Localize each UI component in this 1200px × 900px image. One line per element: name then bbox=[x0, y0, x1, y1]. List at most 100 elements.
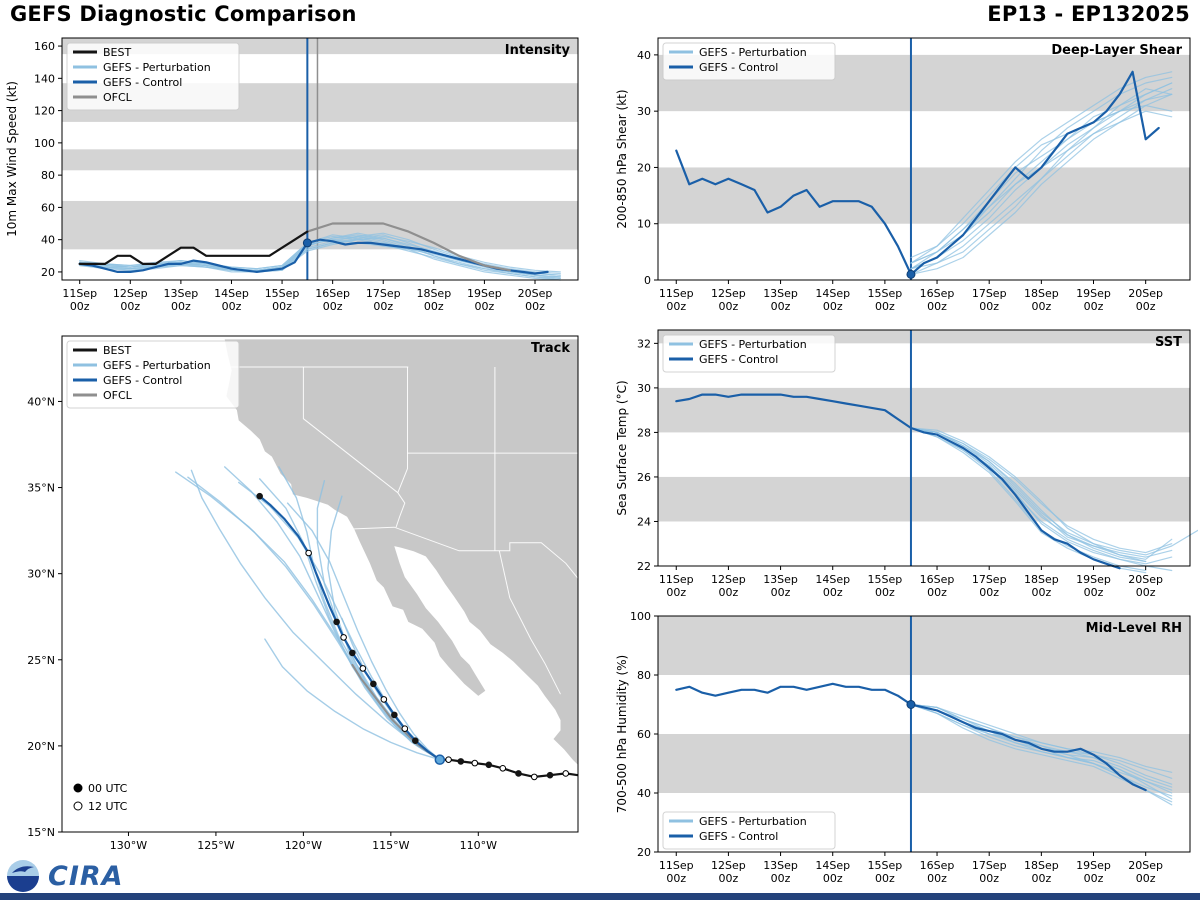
svg-text:00z: 00z bbox=[1136, 586, 1156, 599]
svg-text:00z: 00z bbox=[666, 300, 686, 313]
svg-text:00z: 00z bbox=[719, 872, 739, 885]
svg-text:60: 60 bbox=[41, 201, 55, 214]
svg-text:15Sep: 15Sep bbox=[868, 287, 903, 300]
svg-text:100: 100 bbox=[630, 610, 651, 623]
svg-text:700-500 hPa Humidity (%): 700-500 hPa Humidity (%) bbox=[615, 655, 629, 813]
svg-text:00z: 00z bbox=[1136, 872, 1156, 885]
svg-text:15Sep: 15Sep bbox=[265, 287, 300, 300]
svg-text:28: 28 bbox=[637, 426, 651, 439]
svg-text:30°N: 30°N bbox=[27, 568, 55, 581]
svg-text:30: 30 bbox=[637, 105, 651, 118]
svg-text:00z: 00z bbox=[875, 872, 895, 885]
svg-text:20Sep: 20Sep bbox=[1128, 287, 1163, 300]
svg-text:00z: 00z bbox=[1084, 586, 1104, 599]
svg-text:00z: 00z bbox=[927, 300, 947, 313]
svg-text:00z: 00z bbox=[475, 300, 495, 313]
svg-text:35°N: 35°N bbox=[27, 482, 55, 495]
sst-chart: 22242628303211Sep00z12Sep00z13Sep00z14Se… bbox=[615, 329, 1198, 599]
svg-text:17Sep: 17Sep bbox=[972, 859, 1007, 872]
mid-level-rh-chart: 2040608010011Sep00z12Sep00z13Sep00z14Sep… bbox=[615, 610, 1191, 885]
svg-text:110°W: 110°W bbox=[460, 839, 497, 852]
svg-text:200-850 hPa Shear (kt): 200-850 hPa Shear (kt) bbox=[615, 89, 629, 228]
svg-text:125°W: 125°W bbox=[197, 839, 234, 852]
svg-text:14Sep: 14Sep bbox=[214, 287, 249, 300]
svg-text:15Sep: 15Sep bbox=[868, 573, 903, 586]
svg-text:13Sep: 13Sep bbox=[763, 859, 798, 872]
svg-text:00z: 00z bbox=[771, 872, 791, 885]
svg-text:16Sep: 16Sep bbox=[315, 287, 350, 300]
svg-text:15°N: 15°N bbox=[27, 826, 55, 839]
svg-text:12Sep: 12Sep bbox=[113, 287, 148, 300]
svg-text:00z: 00z bbox=[1084, 300, 1104, 313]
svg-text:160: 160 bbox=[34, 40, 55, 53]
svg-text:25°N: 25°N bbox=[27, 654, 55, 667]
svg-text:12 UTC: 12 UTC bbox=[88, 800, 128, 813]
deep-layer-shear-chart: 01020304011Sep00z12Sep00z13Sep00z14Sep00… bbox=[615, 37, 1191, 313]
svg-text:11Sep: 11Sep bbox=[659, 859, 694, 872]
storm-id: EP13 - EP132025 bbox=[987, 2, 1190, 26]
svg-text:Intensity: Intensity bbox=[505, 43, 571, 58]
svg-text:BEST: BEST bbox=[103, 344, 131, 357]
svg-text:19Sep: 19Sep bbox=[467, 287, 502, 300]
svg-text:GEFS - Control: GEFS - Control bbox=[699, 61, 778, 74]
svg-text:00z: 00z bbox=[875, 586, 895, 599]
svg-text:00z: 00z bbox=[1031, 586, 1051, 599]
noaa-logo bbox=[7, 860, 39, 892]
svg-text:11Sep: 11Sep bbox=[659, 573, 694, 586]
svg-text:GEFS - Perturbation: GEFS - Perturbation bbox=[699, 815, 807, 828]
svg-text:20°N: 20°N bbox=[27, 740, 55, 753]
svg-text:00z: 00z bbox=[120, 300, 140, 313]
svg-text:13Sep: 13Sep bbox=[164, 287, 199, 300]
svg-text:GEFS - Perturbation: GEFS - Perturbation bbox=[699, 338, 807, 351]
svg-text:16Sep: 16Sep bbox=[920, 573, 955, 586]
footer-logos: CIRA bbox=[6, 858, 124, 894]
svg-text:60: 60 bbox=[637, 728, 651, 741]
svg-text:00z: 00z bbox=[323, 300, 343, 313]
svg-text:10m Max Wind Speed (kt): 10m Max Wind Speed (kt) bbox=[5, 81, 19, 237]
svg-text:80: 80 bbox=[637, 669, 651, 682]
svg-text:Sea Surface Temp (°C): Sea Surface Temp (°C) bbox=[615, 380, 629, 515]
svg-text:00z: 00z bbox=[525, 300, 545, 313]
svg-text:00z: 00z bbox=[1031, 872, 1051, 885]
svg-text:15Sep: 15Sep bbox=[868, 859, 903, 872]
svg-text:00z: 00z bbox=[1136, 300, 1156, 313]
svg-text:16Sep: 16Sep bbox=[920, 287, 955, 300]
svg-text:00z: 00z bbox=[979, 300, 999, 313]
svg-text:00z: 00z bbox=[424, 300, 444, 313]
svg-text:22: 22 bbox=[637, 560, 651, 573]
svg-text:14Sep: 14Sep bbox=[815, 287, 850, 300]
svg-text:00z: 00z bbox=[222, 300, 242, 313]
svg-text:20: 20 bbox=[41, 266, 55, 279]
svg-text:24: 24 bbox=[637, 515, 651, 528]
svg-text:115°W: 115°W bbox=[372, 839, 409, 852]
svg-text:Mid-Level RH: Mid-Level RH bbox=[1086, 621, 1182, 636]
svg-text:00 UTC: 00 UTC bbox=[88, 782, 128, 795]
svg-text:19Sep: 19Sep bbox=[1076, 573, 1111, 586]
svg-text:17Sep: 17Sep bbox=[366, 287, 401, 300]
page-title: GEFS Diagnostic Comparison bbox=[10, 2, 357, 26]
svg-text:20Sep: 20Sep bbox=[1128, 573, 1163, 586]
svg-text:140: 140 bbox=[34, 72, 55, 85]
footer-bar bbox=[0, 893, 1200, 900]
svg-text:GEFS - Perturbation: GEFS - Perturbation bbox=[699, 46, 807, 59]
svg-text:18Sep: 18Sep bbox=[1024, 287, 1059, 300]
svg-text:20Sep: 20Sep bbox=[1128, 859, 1163, 872]
svg-text:19Sep: 19Sep bbox=[1076, 287, 1111, 300]
svg-text:11Sep: 11Sep bbox=[62, 287, 97, 300]
svg-text:GEFS - Perturbation: GEFS - Perturbation bbox=[103, 359, 211, 372]
svg-text:00z: 00z bbox=[823, 586, 843, 599]
svg-text:00z: 00z bbox=[875, 300, 895, 313]
svg-text:00z: 00z bbox=[1084, 872, 1104, 885]
svg-text:00z: 00z bbox=[666, 872, 686, 885]
svg-text:11Sep: 11Sep bbox=[659, 287, 694, 300]
svg-text:40°N: 40°N bbox=[27, 395, 55, 408]
svg-text:00z: 00z bbox=[1031, 300, 1051, 313]
svg-text:00z: 00z bbox=[719, 586, 739, 599]
svg-text:20: 20 bbox=[637, 846, 651, 859]
svg-text:17Sep: 17Sep bbox=[972, 573, 1007, 586]
svg-text:80: 80 bbox=[41, 169, 55, 182]
svg-text:00z: 00z bbox=[666, 586, 686, 599]
svg-text:100: 100 bbox=[34, 137, 55, 150]
svg-text:20: 20 bbox=[637, 161, 651, 174]
svg-text:10: 10 bbox=[637, 218, 651, 231]
